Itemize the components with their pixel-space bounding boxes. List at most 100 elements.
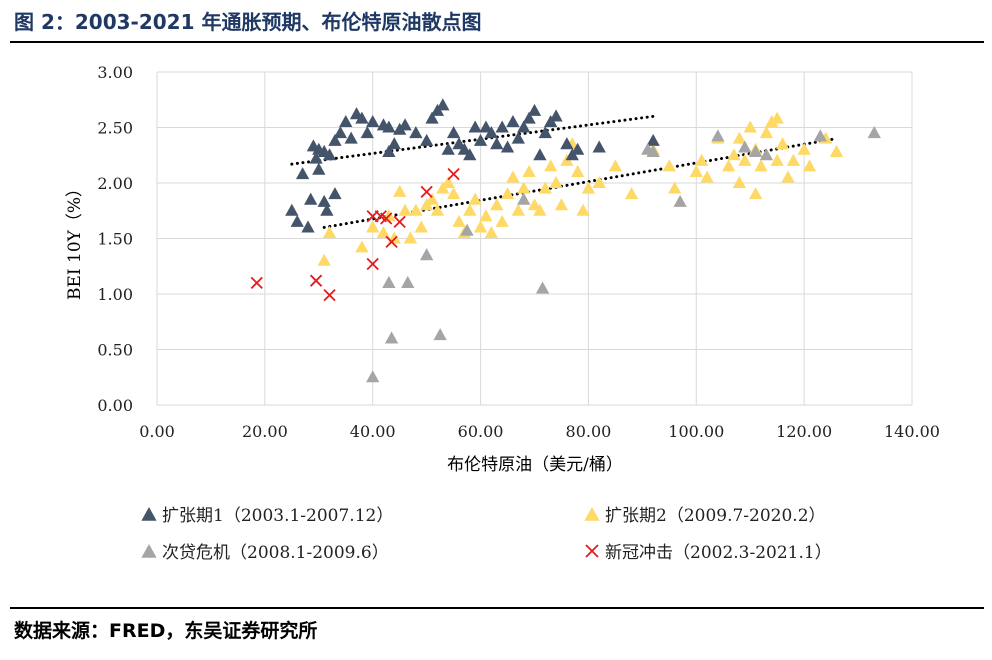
data-point-triangle — [538, 126, 552, 139]
data-point-triangle — [452, 214, 466, 227]
legend-item: 扩张期1（2003.1-2007.12） — [141, 506, 393, 526]
x-tick-label: 80.00 — [566, 422, 612, 441]
series-3 — [366, 126, 881, 383]
data-point-triangle — [376, 225, 391, 238]
data-point-triangle — [403, 231, 418, 244]
chart-legend: 扩张期1（2003.1-2007.12） 扩张期2（2009.7-2020.2） 次… — [141, 506, 832, 563]
x-tick-label: 140.00 — [884, 422, 940, 441]
series-1 — [285, 98, 660, 233]
data-point-triangle — [511, 131, 525, 144]
x-tick-label: 20.00 — [242, 422, 288, 441]
data-point-triangle — [317, 194, 331, 207]
chart-grid — [156, 71, 913, 406]
data-point-triangle — [538, 181, 552, 194]
data-points — [250, 98, 881, 383]
data-point-triangle — [748, 144, 763, 157]
data-point-triangle — [295, 167, 310, 180]
data-point-triangle — [393, 184, 407, 197]
data-point-triangle — [473, 220, 488, 233]
y-axis-label: BEI 10Y（%） — [65, 180, 85, 300]
data-point-triangle — [382, 120, 396, 133]
legend-marker — [141, 507, 157, 521]
x-tick-label: 100.00 — [668, 422, 724, 441]
data-point-triangle — [409, 203, 423, 216]
data-point-triangle — [446, 187, 461, 200]
data-point-triangle — [366, 114, 380, 127]
y-tick-label: 2.00 — [97, 174, 133, 193]
x-tick-label: 60.00 — [458, 422, 504, 441]
data-point-triangle — [366, 220, 380, 233]
data-point-triangle — [495, 120, 509, 133]
data-point-triangle — [522, 111, 536, 124]
data-point-triangle — [522, 164, 536, 177]
data-point-triangle — [484, 225, 499, 238]
legend-label: 次贷危机（2008.1-2009.6） — [162, 543, 389, 563]
data-point-triangle — [322, 225, 337, 238]
data-point-triangle — [549, 176, 563, 189]
data-point-triangle — [549, 109, 563, 122]
data-point-triangle — [506, 170, 520, 183]
data-point-triangle — [384, 331, 399, 344]
y-tick-label: 0.00 — [97, 396, 133, 415]
legend-item: 新冠冲击（2002.3-2021.1） — [585, 543, 832, 563]
data-point-triangle — [436, 98, 450, 111]
trendlines — [290, 114, 838, 229]
data-point-triangle — [732, 131, 747, 144]
data-point-triangle — [495, 214, 509, 227]
data-point-triangle — [344, 131, 358, 144]
legend-label: 扩张期1（2003.1-2007.12） — [162, 506, 393, 526]
data-point-triangle — [479, 209, 493, 222]
data-point-triangle — [333, 126, 348, 139]
data-point-triangle — [535, 281, 550, 294]
data-point-triangle — [727, 148, 741, 161]
data-point-triangle — [754, 159, 768, 172]
data-point-triangle — [581, 181, 596, 194]
data-point-triangle — [309, 151, 323, 164]
data-point-triangle — [322, 148, 337, 161]
data-point-triangle — [409, 126, 423, 139]
data-point-triangle — [387, 137, 401, 150]
data-point-triangle — [285, 203, 299, 216]
data-point-triangle — [463, 148, 477, 161]
data-point-triangle — [398, 203, 412, 216]
data-point-triangle — [441, 176, 455, 189]
trendline — [290, 114, 655, 166]
data-point-triangle — [355, 240, 369, 253]
data-point-triangle — [813, 129, 827, 142]
data-point-x — [385, 235, 398, 248]
data-point-triangle — [468, 120, 482, 133]
series-4 — [250, 167, 460, 302]
data-point-triangle — [468, 192, 482, 205]
data-point-triangle — [765, 114, 779, 127]
data-point-triangle — [743, 120, 757, 133]
data-point-triangle — [382, 144, 396, 157]
data-point-triangle — [570, 164, 585, 177]
data-point-triangle — [398, 118, 412, 131]
y-tick-label: 0.50 — [97, 341, 133, 360]
y-tick-label: 3.00 — [97, 63, 133, 82]
data-point-triangle — [419, 133, 434, 146]
data-point-triangle — [527, 103, 542, 116]
data-point-triangle — [711, 129, 725, 142]
data-point-triangle — [689, 164, 703, 177]
data-point-triangle — [479, 120, 493, 133]
data-point-x — [447, 167, 460, 181]
legend-item: 次贷危机（2008.1-2009.6） — [141, 543, 389, 563]
data-point-triangle — [738, 153, 752, 166]
data-point-triangle — [419, 248, 434, 261]
data-point-x — [393, 215, 406, 228]
data-point-triangle — [506, 114, 520, 127]
data-point-triangle — [646, 133, 660, 146]
data-point-triangle — [312, 162, 326, 175]
data-point-x — [380, 212, 393, 225]
data-point-triangle — [473, 133, 488, 146]
data-point-triangle — [457, 142, 472, 155]
data-point-triangle — [328, 133, 342, 146]
data-point-triangle — [732, 176, 747, 189]
data-point-triangle — [738, 140, 752, 153]
data-point-triangle — [490, 198, 504, 211]
data-point-triangle — [560, 137, 574, 150]
x-axis-label: 布伦特原油（美元/桶） — [447, 455, 623, 475]
data-point-triangle — [320, 203, 334, 216]
data-point-triangle — [430, 203, 445, 216]
